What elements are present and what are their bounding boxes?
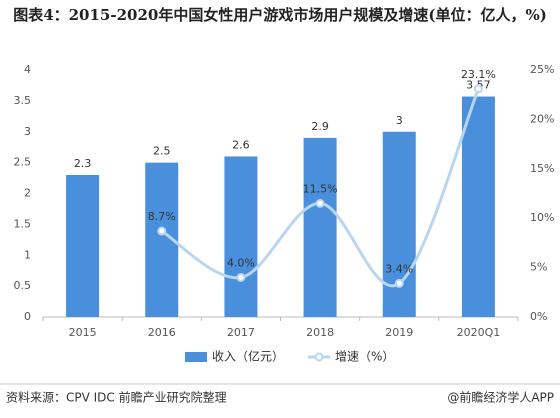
- y-tick-label: 1.5: [14, 217, 32, 230]
- x-tick-label: 2018: [306, 326, 334, 339]
- y2-tick-label: 5%: [530, 261, 547, 274]
- line-value-label: 3.4%: [385, 262, 413, 275]
- y-tick-label: 0: [24, 310, 31, 323]
- y-tick-label: 4: [24, 63, 31, 76]
- y-tick-label: 0.5: [14, 279, 32, 292]
- y-tick-label: 2: [24, 187, 31, 200]
- line-value-label: 11.5%: [303, 182, 338, 195]
- line-marker: [473, 84, 483, 94]
- legend-label: 增速（%）: [335, 350, 394, 364]
- bar: [303, 137, 337, 317]
- legend-label: 收入（亿元）: [212, 349, 284, 364]
- bar-value-label: 2.3: [74, 157, 92, 170]
- credit: @前瞻经济学人APP: [447, 390, 554, 405]
- y2-tick-label: 10%: [530, 211, 554, 224]
- y2-tick-label: 25%: [530, 63, 554, 76]
- line-marker: [394, 278, 404, 288]
- x-tick-label: 2015: [69, 326, 97, 339]
- y-tick-label: 3.5: [14, 94, 32, 107]
- y-tick-label: 2.5: [14, 156, 32, 169]
- line-marker: [157, 226, 167, 236]
- x-tick-label: 2016: [148, 326, 176, 339]
- line-marker: [315, 198, 325, 208]
- line: [160, 88, 480, 288]
- source: 资料来源：CPV IDC 前瞻产业研究院整理: [6, 390, 227, 405]
- legend-swatch: [314, 352, 324, 362]
- x-tick-label: 2020Q1: [457, 326, 501, 339]
- y2-tick-label: 15%: [530, 162, 554, 175]
- bar-value-label: 2.9: [311, 120, 329, 133]
- y-tick-label: 1: [24, 248, 31, 261]
- bar: [224, 156, 258, 317]
- bar: [382, 131, 416, 317]
- x-tick-label: 2017: [227, 326, 255, 339]
- y2-tick-label: 20%: [530, 112, 554, 125]
- line-value-label: 8.7%: [148, 210, 176, 223]
- line-value-label: 23.1%: [461, 68, 496, 81]
- y2-tick-label: 0%: [530, 310, 547, 323]
- line-marker: [236, 272, 246, 282]
- y-tick-label: 3: [24, 125, 31, 138]
- bar-value-label: 2.6: [232, 138, 250, 151]
- bar: [461, 96, 495, 318]
- bar-value-label: 3: [396, 114, 403, 127]
- bar: [66, 174, 100, 317]
- line-value-label: 4.0%: [227, 256, 255, 269]
- x-tick-label: 2019: [385, 326, 413, 339]
- legend-swatch: [185, 352, 207, 362]
- bar-value-label: 2.5: [153, 145, 171, 158]
- chart-title: 图表4：2015-2020年中国女性用户游戏市场用户规模及增速(单位：亿人，%): [13, 6, 547, 24]
